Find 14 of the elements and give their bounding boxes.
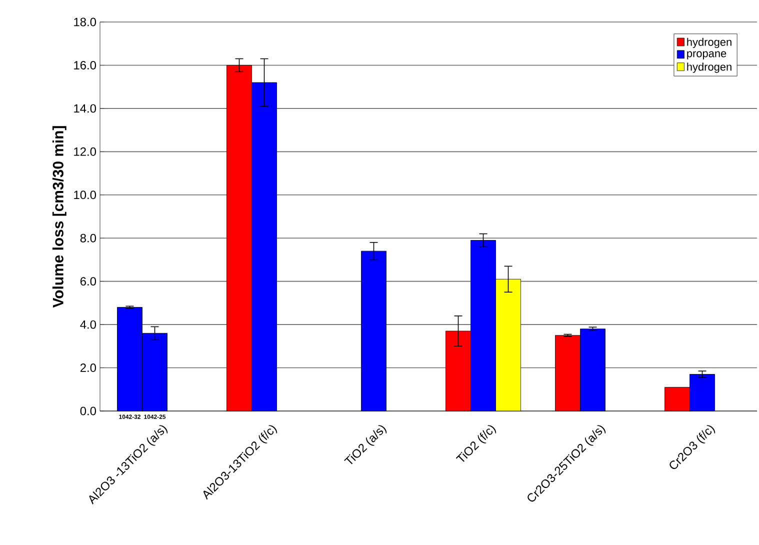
y-tick-label: 4.0 [80, 320, 96, 329]
y-tick-label: 12.0 [74, 147, 96, 156]
y-tick-label: 0.0 [80, 406, 96, 416]
y-tick-label: 10.0 [74, 190, 96, 200]
legend-label: hydrogen [687, 38, 732, 48]
y-tick-label: 18.0 [74, 18, 96, 26]
legend-label: hydrogen [687, 62, 732, 73]
y-axis-title: Volume loss [cm3/30 min] [52, 126, 66, 308]
y-tick-label: 16.0 [74, 60, 96, 70]
y-tick-label: 6.0 [80, 277, 96, 286]
y-tick-label: 2.0 [80, 364, 96, 372]
legend-label: propane [687, 51, 726, 60]
y-tick-label: 8.0 [80, 234, 96, 242]
y-tick-label: 14.0 [74, 104, 96, 113]
